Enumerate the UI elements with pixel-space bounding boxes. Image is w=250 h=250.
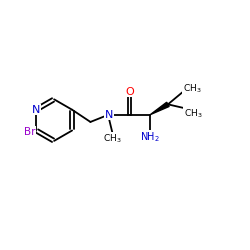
Text: N: N	[104, 110, 113, 120]
Text: NH$_2$: NH$_2$	[140, 130, 160, 144]
Text: CH$_3$: CH$_3$	[184, 107, 203, 120]
Text: N: N	[32, 105, 40, 115]
Text: Br: Br	[24, 127, 35, 137]
Text: O: O	[125, 87, 134, 97]
Text: CH$_3$: CH$_3$	[182, 83, 201, 96]
Polygon shape	[150, 102, 169, 115]
Text: CH$_3$: CH$_3$	[103, 133, 122, 145]
